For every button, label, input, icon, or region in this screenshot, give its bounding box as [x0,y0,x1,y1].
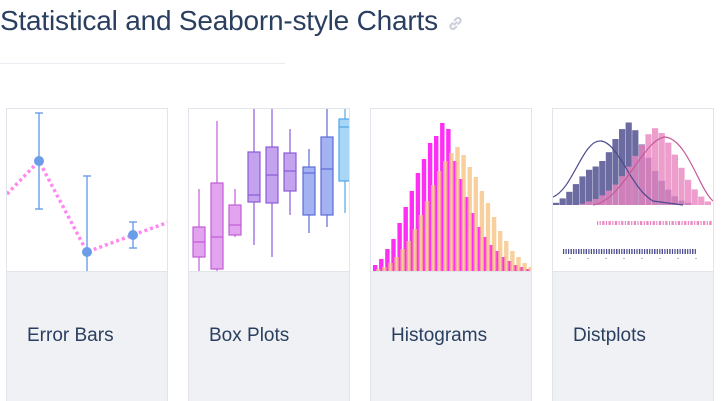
section-divider [0,63,285,64]
card-label[interactable]: Error Bars [27,325,114,346]
card-error-bars[interactable]: Error Bars [6,108,168,401]
card-box-plots[interactable]: Box Plots [188,108,350,401]
card-label[interactable]: Histograms [391,325,488,346]
link-icon[interactable] [446,14,465,33]
distplots-chart [553,109,713,272]
section-heading: Statistical and Seaborn-style Charts [0,3,465,39]
section-title: Statistical and Seaborn-style Charts [0,5,438,36]
card-label[interactable]: Distplots [573,325,646,346]
card-label[interactable]: Box Plots [209,325,290,346]
card-histograms[interactable]: Histograms [370,108,532,401]
histograms-chart [371,109,531,272]
error-bars-chart [7,109,167,272]
card-distplots[interactable]: Distplots [552,108,714,401]
box-plots-chart [189,109,349,272]
